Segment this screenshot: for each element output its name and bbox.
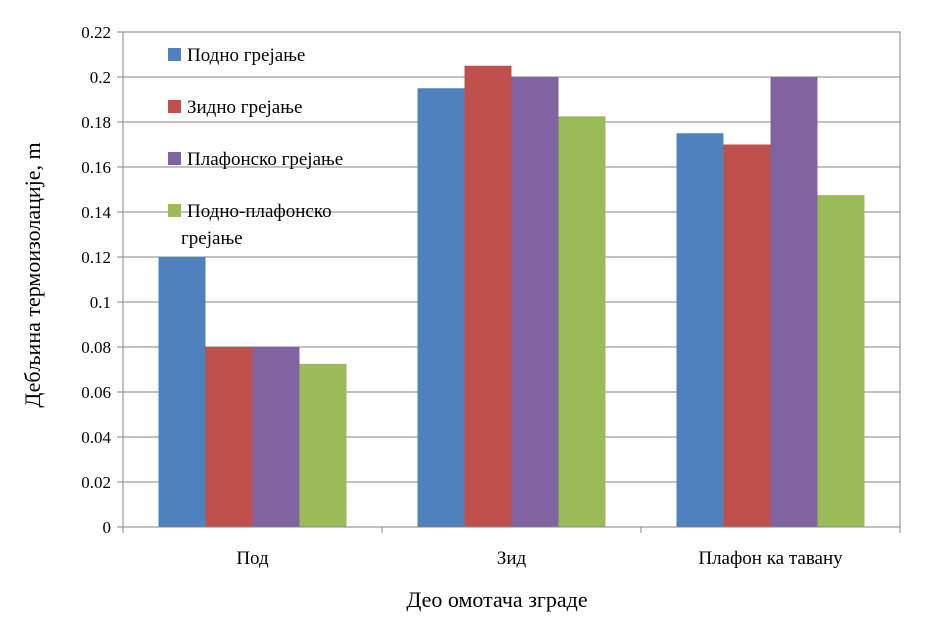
legend-swatch <box>168 204 181 217</box>
y-tick-label: 0.14 <box>81 203 111 222</box>
bar <box>158 257 206 527</box>
y-tick-label: 0.02 <box>81 473 111 492</box>
y-tick-label: 0.16 <box>81 158 111 177</box>
bar <box>299 363 347 527</box>
y-axis-title: Дебљина термоизолације, m <box>20 142 45 407</box>
legend-swatch <box>168 152 181 165</box>
y-tick-label: 0.18 <box>81 113 111 132</box>
bar <box>723 144 771 527</box>
y-tick-label: 0.04 <box>81 428 111 447</box>
y-tick-label: 0.22 <box>81 23 111 42</box>
legend-label: Зидно грејање <box>187 97 302 118</box>
bar <box>770 77 818 527</box>
legend-swatch <box>168 48 181 61</box>
legend-label: Подно-плафонско грејање <box>181 201 332 249</box>
legend-label: Подно грејање <box>187 45 305 66</box>
bar <box>464 65 512 527</box>
bar <box>511 77 559 527</box>
x-category-labels: Под Зид Плафон ка тавану <box>236 548 843 569</box>
bar <box>558 116 606 527</box>
y-tick-label: 0.06 <box>81 383 111 402</box>
y-tick-labels: 0 0.02 0.04 0.06 0.08 0.1 0.12 0.14 0.16 0.18 0.2 0… <box>81 23 111 537</box>
y-tick-label: 0.12 <box>81 248 111 267</box>
bar <box>817 195 865 527</box>
bars <box>158 65 865 527</box>
legend-label: Плафонско грејање <box>187 149 343 170</box>
x-category-label: Плафон ка тавану <box>698 548 843 569</box>
plot-area-border <box>122 31 901 528</box>
bar <box>417 88 465 527</box>
x-category-label: Зид <box>497 548 527 569</box>
x-axis-title: Део омотача зграде <box>406 587 587 612</box>
bar <box>205 347 253 527</box>
y-tick-label: 0 <box>103 518 112 537</box>
axes <box>117 31 901 533</box>
bar <box>252 347 300 527</box>
y-tick-label: 0.1 <box>90 293 111 312</box>
bar <box>676 133 724 527</box>
y-tick-label: 0.08 <box>81 338 111 357</box>
x-category-label: Под <box>236 548 269 569</box>
legend-swatch <box>168 100 181 113</box>
legend: Подно грејање Зидно грејање Плафонско греј… <box>168 45 343 249</box>
y-tick-label: 0.2 <box>90 68 111 87</box>
